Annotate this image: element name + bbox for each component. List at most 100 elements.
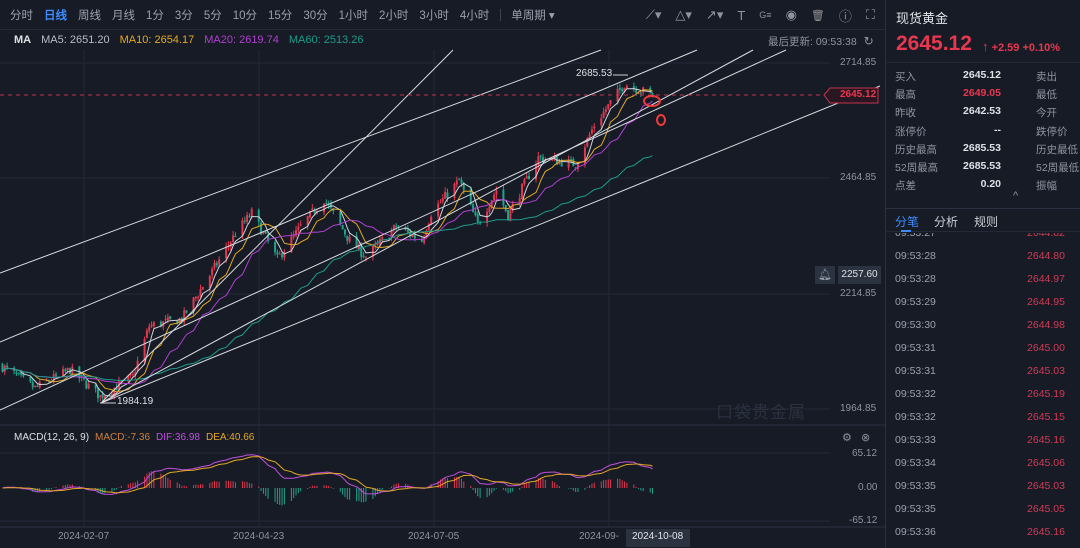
trend-lines[interactable] xyxy=(0,49,881,411)
ruler-tool-icon[interactable]: G≡ xyxy=(759,10,772,20)
alert-bell-icon[interactable]: 🔔︎ xyxy=(815,266,835,284)
period-dropdown[interactable]: 单周期 ▾ xyxy=(511,9,555,22)
candle xyxy=(632,86,635,89)
timeframe-tab[interactable]: 4小时 xyxy=(459,9,490,22)
timeframe-tab[interactable]: 日线 xyxy=(44,9,67,22)
last-update-text: 最后更新: 09:53:38 xyxy=(768,36,857,48)
arrow-tool-icon[interactable]: ↗▾ xyxy=(705,7,724,22)
candle xyxy=(609,100,612,104)
ma-legend: MA MA5: 2651.20 MA10: 2654.17 MA20: 2619… xyxy=(14,34,363,46)
tick-price: 2645.03 xyxy=(1027,365,1065,377)
macd-axis-label: 0.00 xyxy=(858,482,878,493)
candle xyxy=(474,211,477,216)
quote-label: 跌停价 xyxy=(1036,125,1068,138)
candle xyxy=(560,160,563,167)
timeframe-tab[interactable]: 5分 xyxy=(203,9,222,22)
candle xyxy=(376,243,379,245)
tick-price: 2645.06 xyxy=(1027,457,1065,469)
trash-icon[interactable]: 🗑 xyxy=(810,9,825,22)
macd-close-icon[interactable]: ⊗ xyxy=(861,432,871,444)
high-annotation: 2685.53 xyxy=(576,68,613,79)
tick-time: 09:53:28 xyxy=(895,273,936,285)
candle xyxy=(348,236,351,242)
tab-analysis[interactable]: 分析 xyxy=(934,215,959,229)
candle xyxy=(241,220,244,236)
macd-axis-label: 65.12 xyxy=(852,448,878,459)
candle xyxy=(150,324,153,327)
candle xyxy=(420,238,423,242)
tick-row: 09:53:27 2644.82 xyxy=(895,233,1065,247)
timeframe-tab[interactable]: 10分 xyxy=(232,9,258,22)
candle xyxy=(472,204,475,213)
timeframe-tab[interactable]: 分时 xyxy=(10,9,33,22)
tick-list[interactable]: 09:53:27 2644.82 09:53:28 2644.80 09:53:28 26… xyxy=(886,233,1080,548)
tick-time: 09:53:29 xyxy=(895,296,936,308)
watermark: 口袋贵金属 xyxy=(716,403,806,422)
candle xyxy=(45,380,48,382)
timeframe-tab[interactable]: 30分 xyxy=(303,9,328,22)
candle xyxy=(511,203,514,210)
timeframe-tab[interactable]: 月线 xyxy=(112,9,135,22)
candle xyxy=(518,197,521,203)
tick-time: 09:53:28 xyxy=(895,250,936,262)
quote-row: 52周最高 2685.53 52周最低 xyxy=(895,160,1080,178)
macd-settings-icon[interactable]: ⚙ xyxy=(842,432,852,444)
tab-ticks[interactable]: 分笔 xyxy=(895,215,920,229)
candle xyxy=(166,317,169,321)
refresh-icon[interactable]: ↻ xyxy=(863,34,874,48)
quote-label: 历史最高 xyxy=(895,143,937,156)
timeframe-toolbar: 分时 日线 周线 月线 1分 3分 5分 10分 15分 30分 1小时 2小时 3小时 4小时 单周期 ▾ xyxy=(0,0,885,30)
line-tool-icon[interactable]: ⟋▾ xyxy=(645,7,662,22)
candle xyxy=(362,255,365,257)
candle xyxy=(278,253,281,255)
candle xyxy=(283,251,286,258)
candle xyxy=(55,374,58,376)
tick-time: 09:53:36 xyxy=(895,526,936,538)
candle xyxy=(218,259,221,265)
candle xyxy=(476,214,479,222)
timeframe-tab[interactable]: 1小时 xyxy=(338,9,369,22)
tick-row: 09:53:30 2644.98 xyxy=(895,319,1065,339)
candle xyxy=(441,198,444,202)
timeframe-tab[interactable]: 3分 xyxy=(174,9,193,22)
candle xyxy=(371,246,374,257)
price-chart[interactable] xyxy=(0,0,885,548)
candle xyxy=(295,230,298,236)
quote-label: 涨停价 xyxy=(895,125,927,138)
candle xyxy=(274,241,277,253)
ma60-line xyxy=(2,155,653,381)
timeframe-tab[interactable]: 2小时 xyxy=(379,9,409,22)
candle xyxy=(110,393,113,396)
candle xyxy=(618,87,621,90)
shape-tool-icon[interactable]: △▾ xyxy=(675,7,692,22)
ma10-line xyxy=(2,89,653,393)
candle xyxy=(78,366,81,379)
text-tool-icon[interactable]: T xyxy=(737,7,746,23)
candle xyxy=(346,235,349,241)
tab-rules[interactable]: 规则 xyxy=(974,215,999,229)
dea-value: DEA:40.66 xyxy=(205,432,255,443)
info-icon[interactable]: ⓘ xyxy=(838,8,852,24)
quote-value: 0.20 xyxy=(980,178,1001,191)
candle xyxy=(194,296,197,299)
tick-price: 2644.80 xyxy=(1027,250,1065,262)
quote-row: 涨停价 -- 跌停价 xyxy=(895,124,1080,142)
candle xyxy=(462,184,465,190)
candle xyxy=(80,376,83,378)
timeframe-tab[interactable]: 3小时 xyxy=(419,9,449,22)
candle xyxy=(325,202,328,204)
alert-price-tag[interactable]: 2257.60 xyxy=(838,266,881,284)
candle xyxy=(411,234,414,238)
candle xyxy=(558,160,561,164)
candle xyxy=(169,316,172,320)
timeframe-tab[interactable]: 1分 xyxy=(146,9,164,22)
candle xyxy=(423,237,426,243)
tick-row: 09:53:34 2645.06 xyxy=(895,457,1065,477)
tick-time: 09:53:32 xyxy=(895,388,936,400)
timeframe-tab[interactable]: 15分 xyxy=(268,9,293,22)
fullscreen-icon[interactable]: ⛶ xyxy=(865,7,875,22)
candle xyxy=(569,159,572,161)
collapse-icon[interactable]: ^ xyxy=(1013,190,1019,202)
eye-icon[interactable]: ◉ xyxy=(785,7,797,22)
timeframe-tab[interactable]: 周线 xyxy=(78,9,101,22)
